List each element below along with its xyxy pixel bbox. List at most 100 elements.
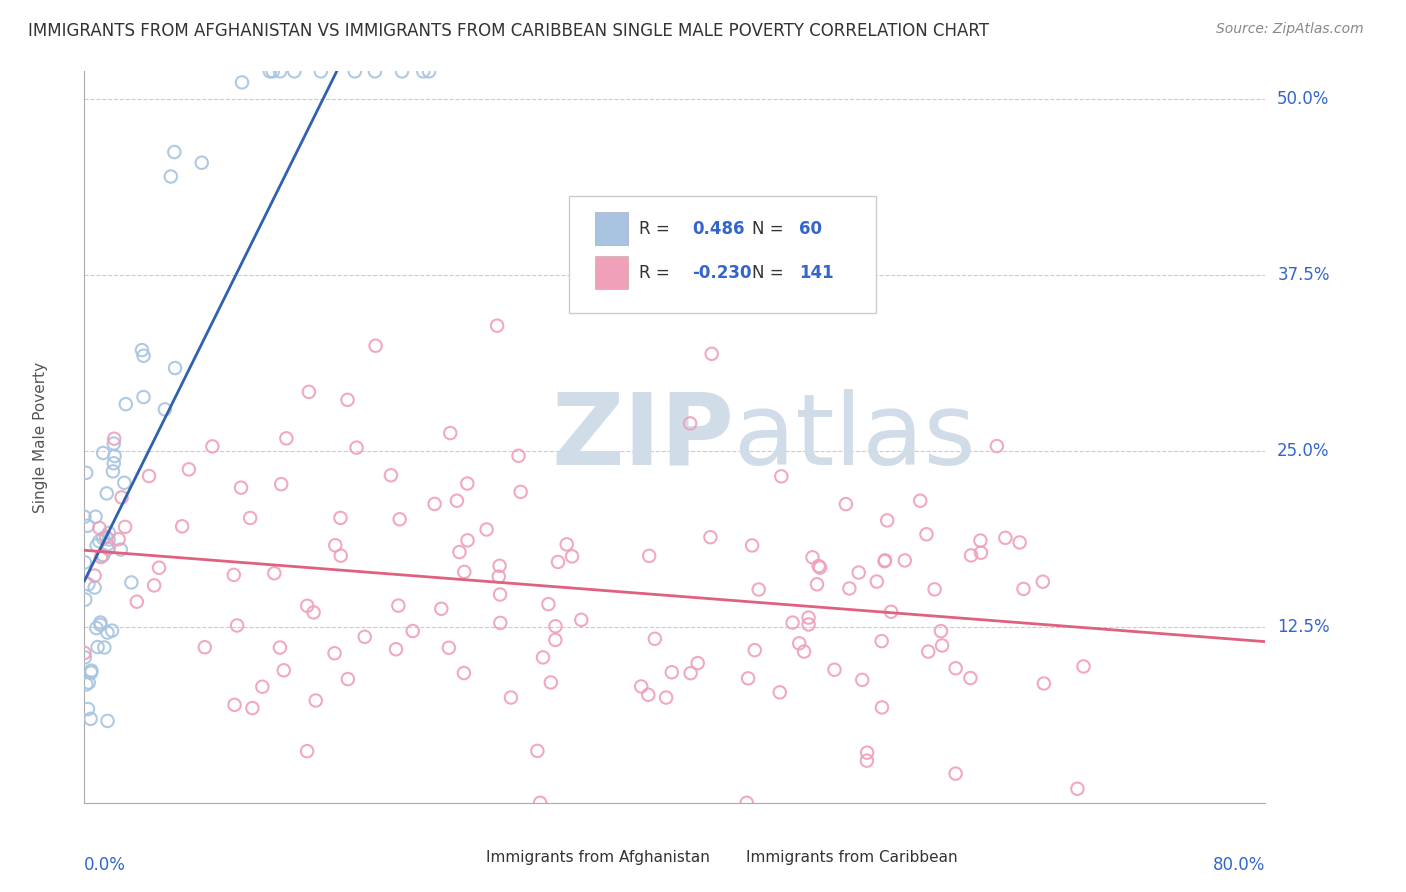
Point: [391, 64, 413, 78]
Point: [540, 675, 562, 690]
Point: [453, 666, 475, 681]
Point: [163, 145, 186, 159]
Point: [808, 560, 831, 574]
Point: [252, 680, 274, 694]
Point: [273, 663, 295, 677]
Point: [270, 477, 292, 491]
Point: [86, 640, 108, 654]
Point: [83, 568, 105, 582]
Point: [994, 531, 1017, 545]
Point: [89, 521, 111, 535]
Text: N =: N =: [752, 263, 789, 282]
Point: [262, 64, 284, 78]
Text: 60: 60: [799, 219, 823, 237]
Point: [75, 677, 97, 691]
Point: [1032, 574, 1054, 589]
Point: [263, 566, 285, 581]
Text: 12.5%: 12.5%: [1277, 618, 1330, 636]
Point: [797, 617, 820, 632]
Point: [699, 530, 721, 544]
Point: [793, 644, 815, 658]
Point: [229, 481, 252, 495]
Point: [101, 464, 124, 478]
Point: [73, 650, 96, 665]
Point: [97, 525, 120, 540]
Point: [856, 754, 879, 768]
Point: [297, 599, 319, 613]
Point: [364, 64, 387, 78]
Point: [110, 542, 132, 557]
Point: [103, 432, 125, 446]
Point: [79, 712, 101, 726]
Point: [283, 64, 305, 78]
Point: [323, 646, 346, 660]
Text: -0.230: -0.230: [693, 263, 752, 282]
Point: [239, 511, 262, 525]
Point: [945, 766, 967, 780]
Point: [163, 361, 186, 376]
Point: [112, 475, 135, 490]
Point: [96, 714, 118, 728]
Point: [259, 64, 281, 78]
Point: [91, 548, 114, 562]
Point: [309, 64, 332, 78]
Point: [97, 541, 120, 556]
Point: [655, 690, 678, 705]
Point: [343, 64, 366, 78]
Point: [172, 519, 194, 533]
Point: [86, 621, 108, 635]
Point: [89, 617, 111, 632]
Point: [77, 675, 100, 690]
Point: [959, 671, 981, 685]
Point: [103, 436, 125, 450]
Point: [73, 509, 96, 524]
Point: [489, 587, 512, 601]
Point: [353, 630, 375, 644]
Point: [508, 449, 530, 463]
Point: [90, 550, 112, 565]
Point: [103, 449, 125, 463]
Point: [437, 640, 460, 655]
Point: [336, 392, 359, 407]
Point: [226, 618, 249, 632]
Point: [770, 469, 793, 483]
Point: [73, 555, 96, 569]
Point: [412, 64, 434, 78]
Point: [537, 597, 560, 611]
Point: [782, 615, 804, 630]
Point: [276, 431, 298, 445]
Point: [269, 640, 291, 655]
Point: [489, 615, 512, 630]
Point: [908, 493, 931, 508]
Text: 0.0%: 0.0%: [84, 856, 127, 874]
Point: [77, 702, 100, 716]
Point: [851, 673, 873, 687]
Point: [96, 625, 118, 640]
Point: [346, 441, 368, 455]
Point: [555, 537, 578, 551]
Point: [76, 518, 98, 533]
Point: [388, 512, 411, 526]
Point: [630, 680, 652, 694]
Point: [1073, 659, 1095, 673]
Point: [960, 549, 983, 563]
Bar: [595, 256, 627, 289]
Point: [456, 476, 478, 491]
Point: [744, 643, 766, 657]
Point: [637, 688, 659, 702]
Point: [870, 634, 893, 648]
Point: [91, 446, 114, 460]
Point: [295, 744, 318, 758]
Point: [160, 169, 183, 184]
Point: [190, 155, 212, 169]
Point: [547, 555, 569, 569]
Point: [1008, 535, 1031, 549]
Point: [529, 796, 551, 810]
Point: [132, 390, 155, 404]
Point: [329, 549, 352, 563]
Text: 50.0%: 50.0%: [1277, 90, 1330, 109]
Point: [96, 530, 118, 544]
Point: [970, 546, 993, 560]
Point: [797, 610, 820, 624]
Point: [1032, 676, 1054, 690]
